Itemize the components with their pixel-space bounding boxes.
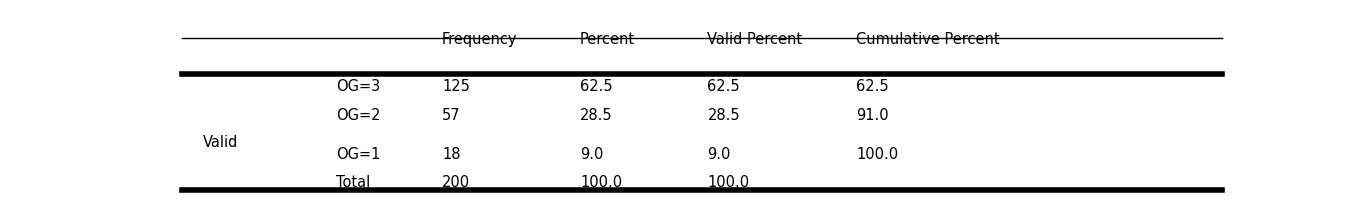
Text: 200: 200 — [443, 175, 470, 190]
Text: 62.5: 62.5 — [707, 79, 740, 94]
Text: 9.0: 9.0 — [580, 147, 603, 162]
Text: 28.5: 28.5 — [707, 108, 740, 123]
Text: Percent: Percent — [580, 32, 636, 47]
Text: Cumulative Percent: Cumulative Percent — [856, 32, 1000, 47]
Text: 100.0: 100.0 — [707, 175, 749, 190]
Text: 57: 57 — [443, 108, 460, 123]
Text: 100.0: 100.0 — [856, 147, 899, 162]
Text: 100.0: 100.0 — [580, 175, 622, 190]
Text: 125: 125 — [443, 79, 470, 94]
Text: 91.0: 91.0 — [856, 108, 889, 123]
Text: OG=1: OG=1 — [336, 147, 381, 162]
Text: Total: Total — [336, 175, 370, 190]
Text: OG=2: OG=2 — [336, 108, 381, 123]
Text: 62.5: 62.5 — [856, 79, 889, 94]
Text: 28.5: 28.5 — [580, 108, 612, 123]
Text: 18: 18 — [443, 147, 460, 162]
Text: Valid Percent: Valid Percent — [707, 32, 803, 47]
Text: 62.5: 62.5 — [580, 79, 612, 94]
Text: Valid: Valid — [203, 135, 238, 151]
Text: OG=3: OG=3 — [336, 79, 379, 94]
Text: Frequency: Frequency — [443, 32, 518, 47]
Text: 9.0: 9.0 — [707, 147, 730, 162]
